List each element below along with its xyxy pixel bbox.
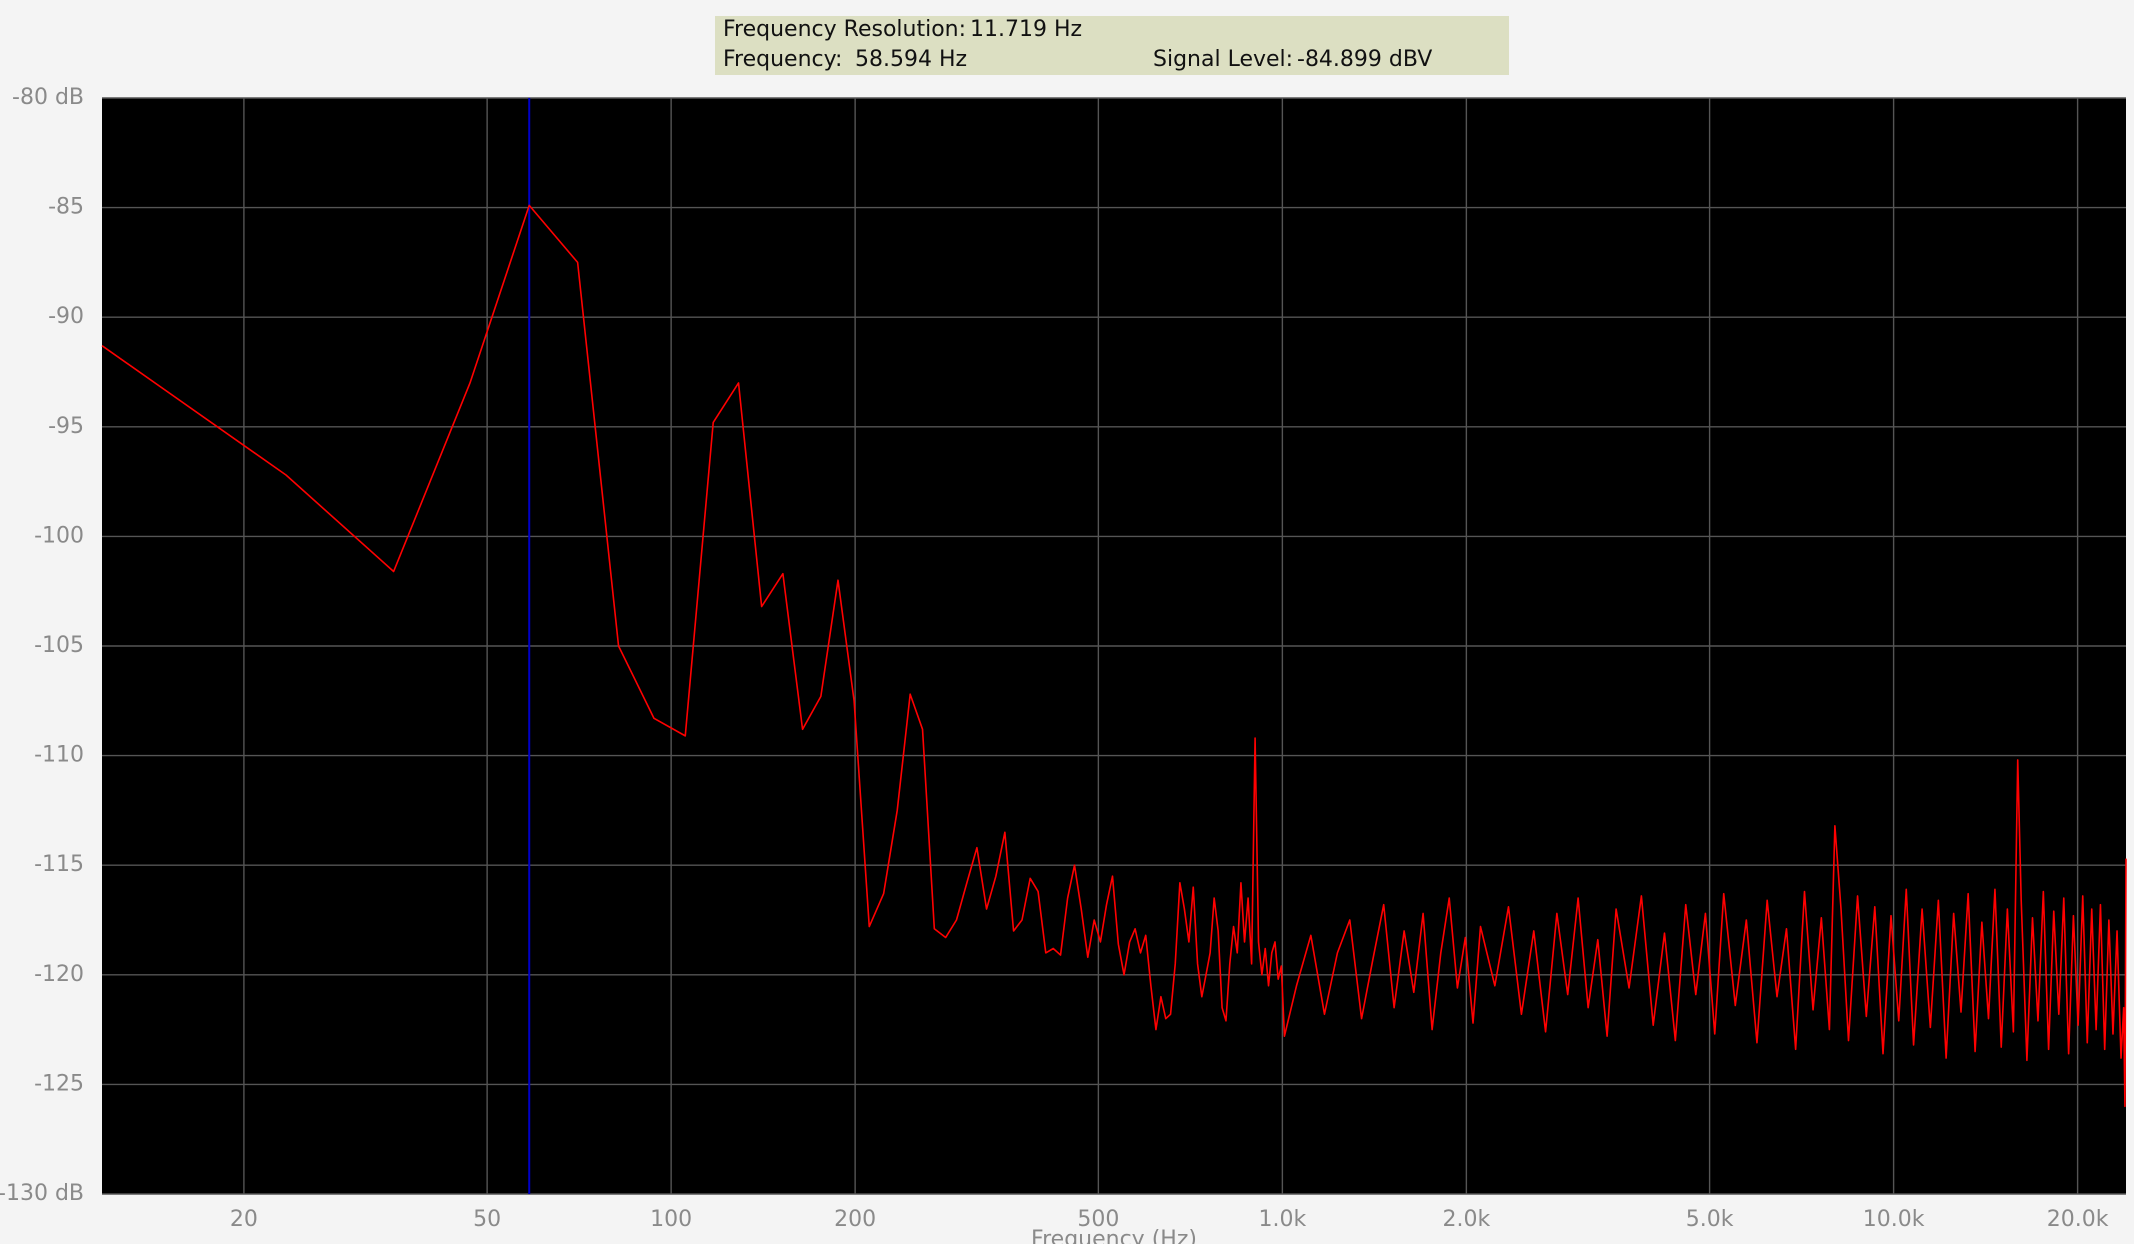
- x-tick-label: 10.0k: [1863, 1207, 1925, 1232]
- x-tick-label: 200: [834, 1207, 876, 1232]
- y-tick-label: -85: [48, 195, 84, 220]
- resolution-label: Frequency Resolution:: [723, 17, 966, 42]
- y-tick-label: -100: [34, 523, 84, 548]
- resolution-value: 11.719 Hz: [970, 17, 1082, 42]
- spectrum-line: [101, 204, 2127, 1108]
- y-tick-label: -115: [34, 852, 84, 877]
- x-tick-label: 2.0k: [1442, 1207, 1490, 1232]
- level-value: -84.899 dBV: [1297, 47, 1432, 72]
- frequency-label: Frequency:: [723, 47, 842, 72]
- x-tick-label: 20.0k: [2047, 1207, 2109, 1232]
- x-tick-label: 500: [1077, 1207, 1119, 1232]
- y-tick-label: -95: [48, 414, 84, 439]
- frequency-value: 58.594 Hz: [855, 47, 967, 72]
- y-tick-label: -80 dB: [12, 85, 84, 110]
- x-tick-label: 100: [650, 1207, 692, 1232]
- x-axis-title: Frequency (Hz): [1031, 1227, 1197, 1244]
- x-tick-label: 1.0k: [1258, 1207, 1306, 1232]
- x-tick-label: 20: [230, 1207, 258, 1232]
- y-tick-label: -130 dB: [0, 1181, 84, 1206]
- x-tick-label: 5.0k: [1686, 1207, 1734, 1232]
- y-tick-label: -120: [34, 962, 84, 987]
- y-tick-label: -125: [34, 1071, 84, 1096]
- x-tick-label: 50: [473, 1207, 501, 1232]
- level-label: Signal Level:: [1153, 47, 1293, 72]
- y-tick-label: -90: [48, 304, 84, 329]
- info-panel: [715, 16, 1509, 75]
- y-tick-label: -110: [34, 743, 84, 768]
- y-tick-label: -105: [34, 633, 84, 658]
- info-box: Frequency Resolution: 11.719 Hz Frequenc…: [715, 16, 1509, 75]
